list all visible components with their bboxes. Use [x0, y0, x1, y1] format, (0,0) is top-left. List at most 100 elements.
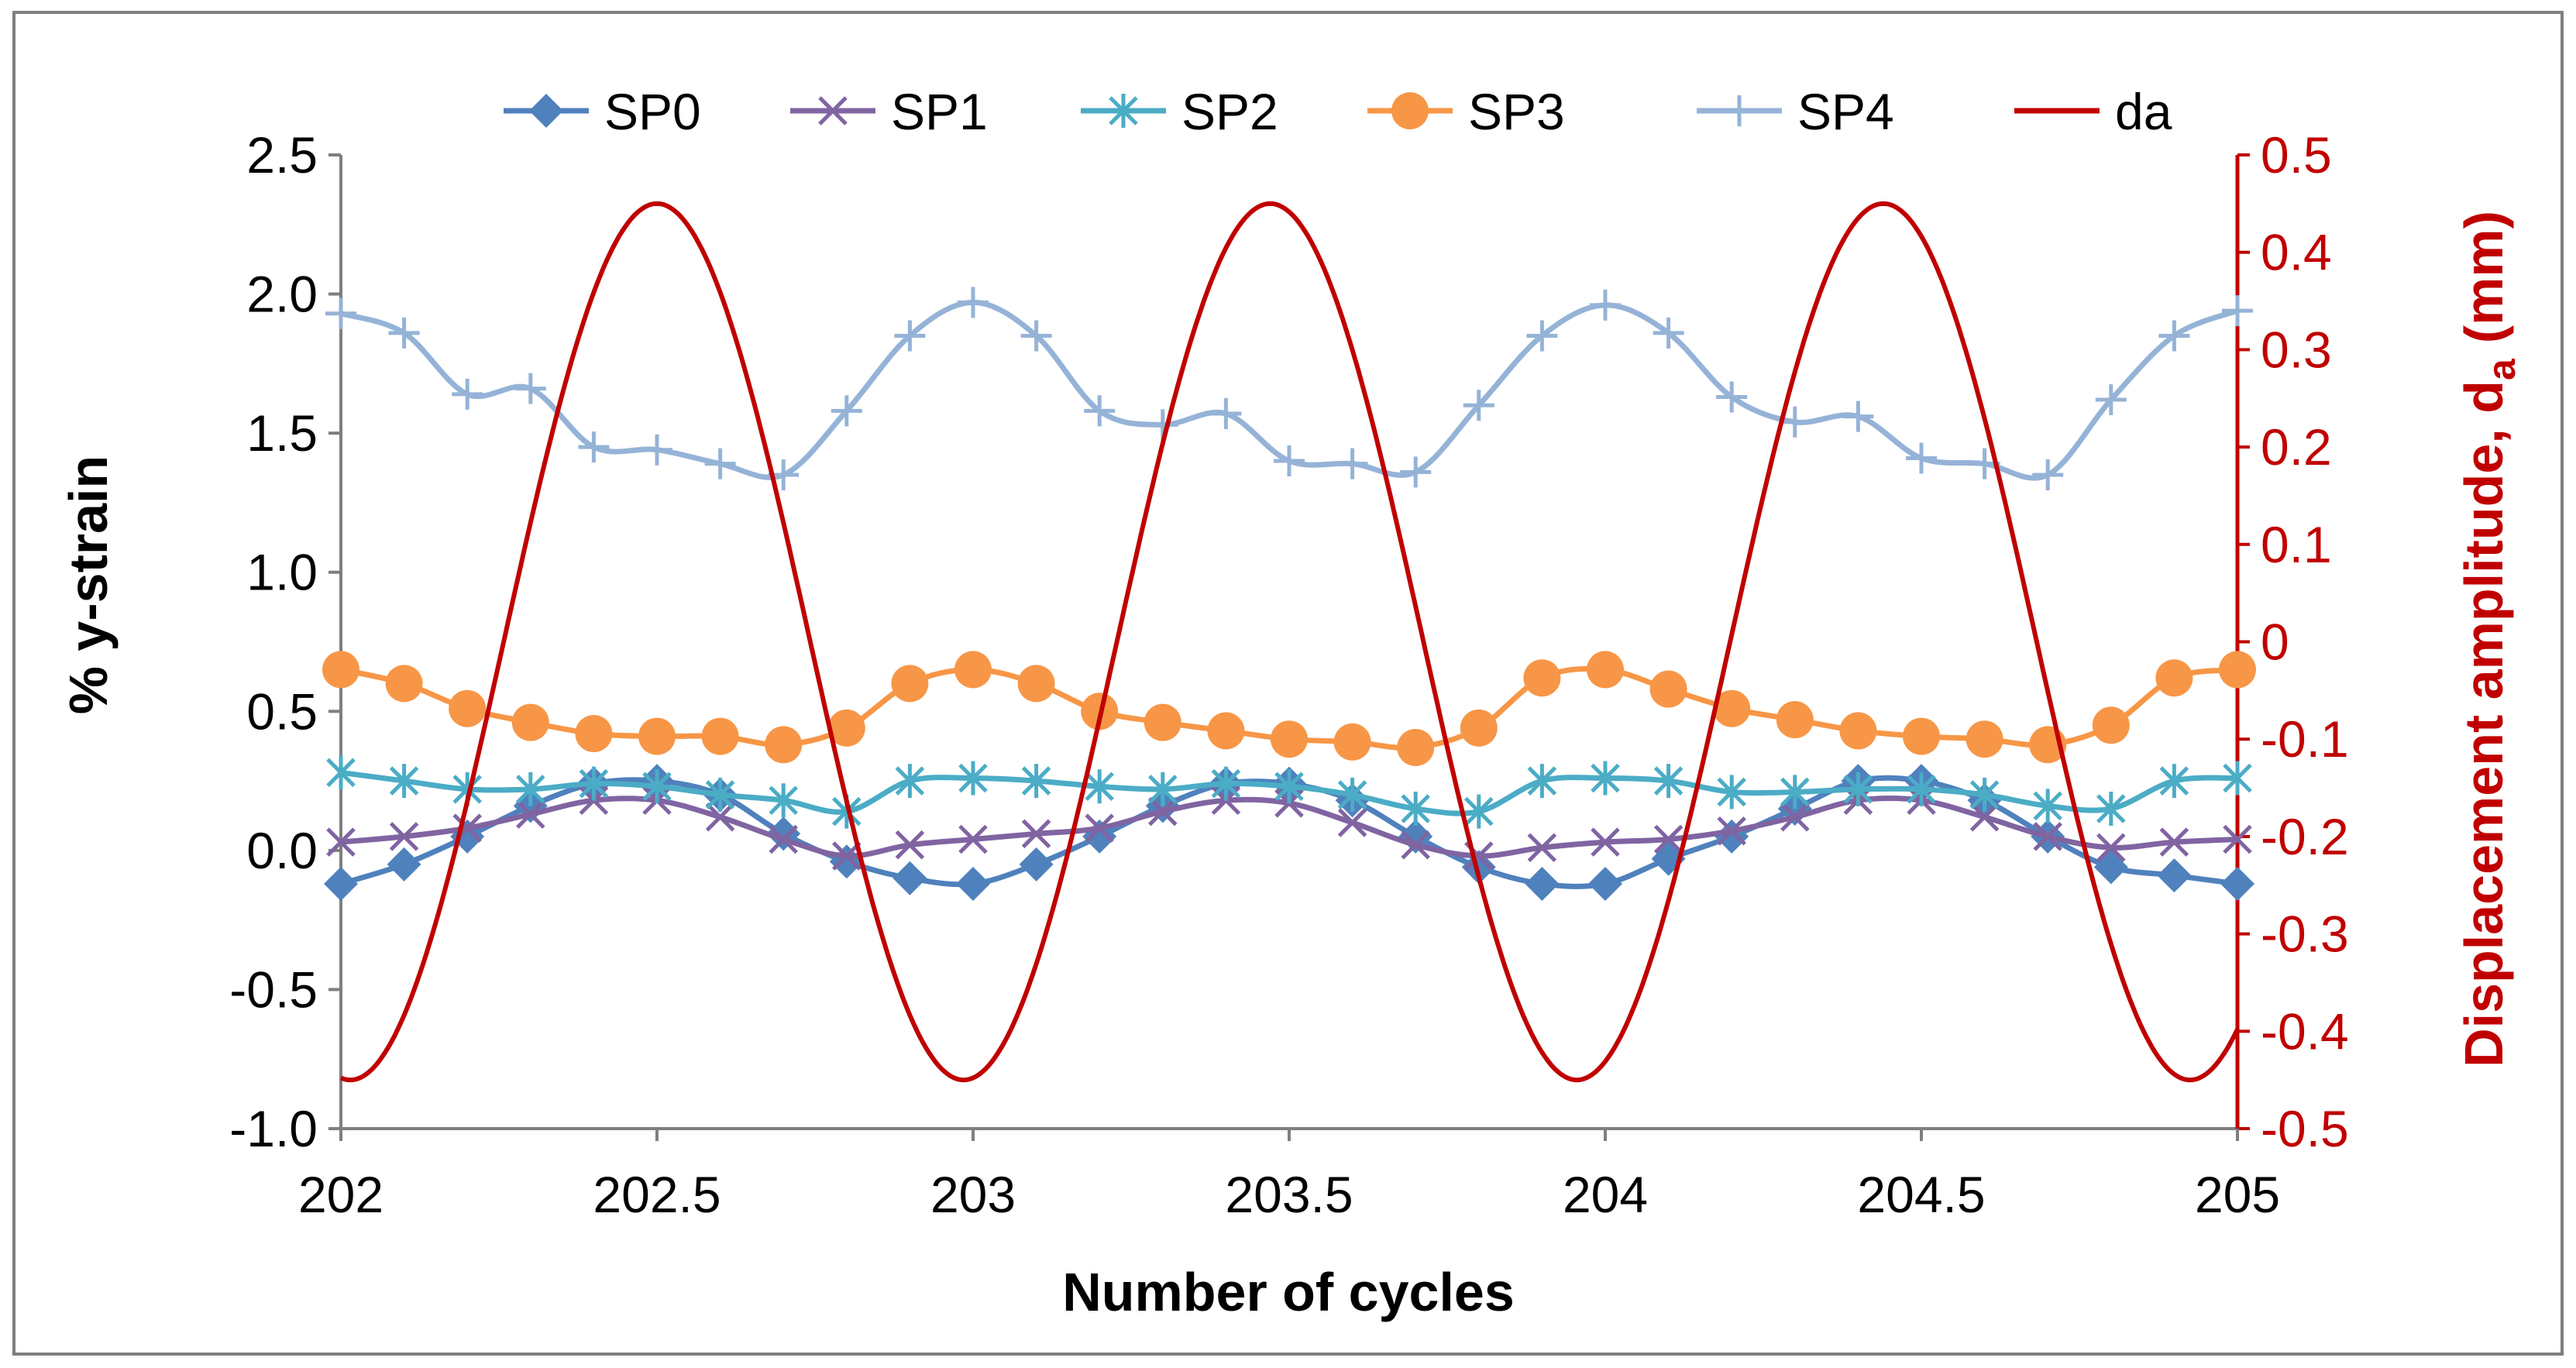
- series-point-sp4: [831, 395, 862, 427]
- y-tick-label: 0.0: [246, 822, 318, 879]
- series-point-sp2: [1274, 769, 1304, 804]
- series-point-sp1: [832, 841, 862, 871]
- series-point-sp3: [1523, 659, 1561, 697]
- series-point-sp0: [2220, 866, 2254, 901]
- series-point-sp0: [956, 866, 990, 901]
- series-point-sp4: [2158, 320, 2190, 352]
- series-point-sp1: [389, 822, 419, 851]
- series-point-sp0: [387, 847, 421, 882]
- legend-label-sp0: SP0: [604, 83, 701, 140]
- series-point-sp1: [1337, 808, 1367, 837]
- series-point-sp2: [1843, 772, 1873, 806]
- series-point-sp4: [578, 431, 610, 463]
- series-point-sp1: [2033, 822, 2062, 851]
- y-tick-label: -0.5: [229, 961, 318, 1018]
- series-point-sp3: [891, 665, 929, 703]
- series-point-sp2: [1085, 769, 1114, 804]
- series-point-sp2: [1148, 772, 1178, 806]
- y-tick-label: 1.0: [246, 544, 318, 601]
- x-tick-label: 202: [298, 1166, 383, 1223]
- series-point-sp1: [1969, 802, 2000, 832]
- series-point-sp4: [894, 320, 926, 352]
- series-point-sp4: [1210, 398, 1242, 430]
- series-point-sp4: [2222, 295, 2253, 327]
- y2-tick-label: -0.3: [2261, 906, 2349, 963]
- series-point-sp1: [1148, 796, 1178, 827]
- series-point-sp1: [958, 824, 988, 854]
- series-point-sp3: [638, 717, 676, 755]
- series-point-sp1: [895, 830, 925, 860]
- series-point-sp2: [1527, 764, 1557, 799]
- series-point-sp1: [1527, 833, 1557, 863]
- y2-axis-title: Displacement amplitude, da (mm): [2454, 211, 2523, 1067]
- series-point-sp3: [1333, 723, 1371, 761]
- y-tick-label: -1.0: [229, 1100, 318, 1157]
- y2-axis-title-subscript: a: [2480, 358, 2523, 380]
- series-point-sp3: [827, 709, 865, 747]
- series-point-sp4: [514, 373, 546, 404]
- series-point-sp0: [1461, 850, 1496, 885]
- series-point-sp3: [1776, 701, 1814, 739]
- series-point-sp0: [1019, 847, 1054, 882]
- series-point-sp1: [2159, 827, 2189, 857]
- series-point-sp4: [1274, 445, 1305, 477]
- y-tick-label: 2.0: [246, 266, 318, 323]
- y2-tick-label: 0.1: [2261, 516, 2332, 573]
- series-point-sp2: [1337, 778, 1367, 813]
- series-point-sp2: [1907, 772, 1936, 806]
- series-point-sp2: [2223, 761, 2252, 796]
- series-point-sp3: [2155, 659, 2193, 697]
- series-point-sp2: [642, 769, 672, 804]
- series-point-sp3: [385, 665, 423, 703]
- series-point-sp2: [958, 761, 988, 796]
- y-tick-label: 2.5: [246, 126, 318, 184]
- legend-label-sp1: SP1: [891, 83, 988, 140]
- y2-tick-label: -0.2: [2261, 808, 2349, 865]
- series-point-sp3: [1460, 709, 1498, 747]
- series-point-sp4: [1906, 442, 1937, 474]
- series-point-sp4: [2095, 384, 2127, 416]
- y2-tick-label: -0.4: [2261, 1002, 2349, 1060]
- series-point-sp2: [1211, 766, 1241, 801]
- series-point-sp3: [2092, 706, 2130, 744]
- series-point-sp3: [1713, 689, 1751, 727]
- legend-label-sp2: SP2: [1181, 83, 1278, 140]
- series-point-sp1: [1591, 827, 1620, 857]
- series-point-sp2: [516, 772, 545, 806]
- series-point-sp2: [1464, 794, 1494, 829]
- series-point-sp4: [1716, 381, 1748, 413]
- series-point-sp4: [1400, 456, 1432, 488]
- series-point-sp3: [1017, 665, 1055, 703]
- series-point-sp4: [2032, 459, 2064, 491]
- legend-marker-sp2: [1109, 94, 1138, 128]
- series-point-sp1: [1401, 830, 1430, 860]
- series-point-sp4: [452, 378, 483, 410]
- series-point-sp4: [1526, 320, 1558, 352]
- series-point-sp4: [1779, 406, 1811, 438]
- series-point-sp4: [1842, 400, 1874, 432]
- series-point-sp3: [954, 651, 992, 689]
- series-point-sp1: [705, 802, 735, 832]
- series-point-sp4: [1653, 317, 1684, 349]
- series-line-da: [339, 201, 2240, 1083]
- series-point-sp4: [325, 297, 356, 329]
- y2-tick-label: -0.1: [2261, 710, 2349, 768]
- series-point-sp3: [1839, 712, 1877, 750]
- series-point-sp2: [769, 783, 798, 818]
- series-point-sp3: [1587, 651, 1624, 689]
- series-point-sp2: [2159, 764, 2189, 799]
- series-point-sp1: [1653, 824, 1684, 854]
- series-point-sp4: [704, 448, 736, 479]
- series-point-sp2: [1591, 761, 1620, 796]
- series-point-sp2: [2096, 791, 2126, 826]
- y2-tick-label: 0: [2261, 614, 2289, 671]
- series-point-sp3: [575, 715, 613, 753]
- series-point-sp1: [2096, 833, 2126, 863]
- series-point-sp4: [1463, 390, 1494, 421]
- legend-marker-sp4: [1724, 95, 1755, 126]
- series-point-sp2: [1653, 764, 1684, 799]
- legend-marker-sp0: [529, 94, 563, 128]
- series-point-sp2: [705, 778, 735, 813]
- y2-axis-title-main: Displacement amplitude, d: [2454, 380, 2514, 1067]
- y2-tick-label: 0.2: [2261, 418, 2332, 476]
